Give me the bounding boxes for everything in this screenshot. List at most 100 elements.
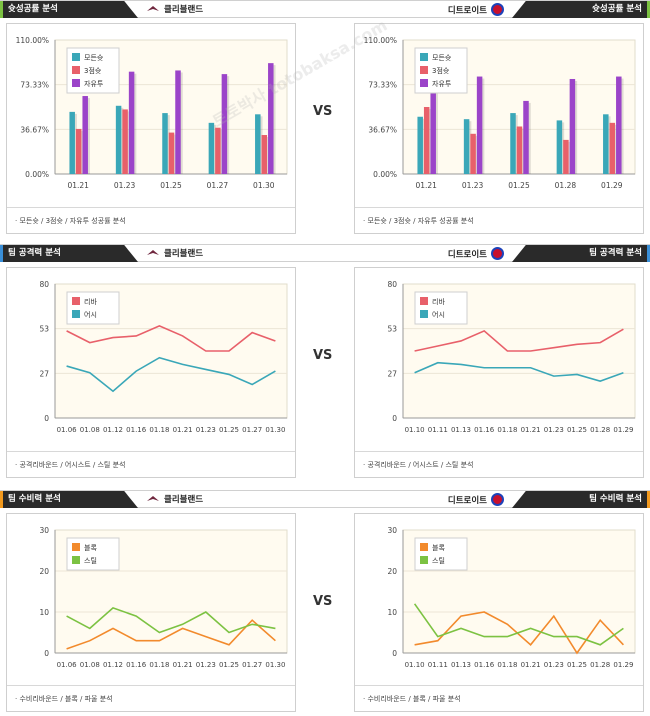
- shooting-footer-right: · 모든슛 / 3점슛 / 자유투 성공률 분석: [355, 207, 643, 233]
- legend-swatch: [420, 310, 428, 318]
- legend-box: [414, 291, 468, 325]
- y-tick-label: 53: [387, 325, 397, 334]
- offense-panel-left: 80 53 27 0 01.06 01.08 01.12 01.16 01.18 01.21 01.…: [6, 267, 296, 478]
- x-tick-label: 01.25: [567, 661, 587, 669]
- team-left-label: 클리블랜드: [146, 493, 203, 505]
- bar: [162, 113, 168, 174]
- y-tick-label: 10: [387, 608, 397, 617]
- defense-section: 팀 수비력 분석 클리블랜드 디트로이트 팀 수비력 분석 30 20 10 0 01.…: [0, 490, 650, 716]
- bar: [603, 114, 609, 174]
- legend-swatch: [420, 79, 428, 87]
- y-tick-label: 80: [387, 280, 397, 289]
- x-tick-label: 01.23: [544, 661, 564, 669]
- bar: [255, 114, 261, 174]
- team-left-name: 클리블랜드: [164, 5, 204, 15]
- vs-label: VS: [313, 594, 333, 609]
- shooting-header: 슛성공률 분석 클리블랜드 디트로이트 슛성공률 분석: [0, 0, 650, 18]
- bar: [268, 63, 274, 174]
- bar: [115, 105, 122, 174]
- cavaliers-logo-icon: [147, 250, 159, 255]
- y-tick-label: 0: [44, 649, 49, 658]
- x-tick-label: 01.27: [242, 661, 262, 669]
- bar: [430, 74, 436, 174]
- y-tick-label: 0.00%: [25, 170, 49, 179]
- legend-box: [66, 537, 120, 571]
- legend-box: [414, 537, 468, 571]
- x-tick-label: 01.25: [219, 426, 239, 434]
- team-right-label: 디트로이트: [448, 247, 504, 260]
- x-tick-label: 01.27: [242, 426, 262, 434]
- legend-swatch: [420, 53, 428, 61]
- y-tick-label: 20: [39, 567, 49, 576]
- team-right-name: 디트로이트: [447, 495, 487, 506]
- x-tick-label: 01.30: [253, 181, 275, 190]
- legend-swatch: [72, 53, 80, 61]
- bar: [463, 119, 470, 174]
- series-line: [413, 603, 624, 646]
- legend-label: 스틸: [432, 557, 445, 565]
- x-tick-label: 01.29: [613, 426, 633, 434]
- y-tick-label: 53: [39, 325, 49, 334]
- legend-swatch: [72, 556, 80, 564]
- x-tick-label: 01.25: [219, 661, 239, 669]
- legend-label: 블록: [84, 543, 97, 552]
- x-tick-label: 01.08: [80, 426, 100, 434]
- x-tick-label: 01.06: [57, 426, 78, 434]
- y-tick-label: 30: [387, 526, 397, 535]
- y-tick-label: 30: [39, 526, 49, 535]
- x-tick-label: 01.10: [405, 661, 425, 669]
- legend-swatch: [420, 297, 428, 305]
- offense-header: 팀 공격력 분석 클리블랜드 디트로이트 팀 공격력 분석: [0, 244, 650, 262]
- x-tick-label: 01.12: [103, 426, 123, 434]
- series-line: [66, 325, 276, 352]
- vs-label: VS: [313, 104, 333, 119]
- team-left-label: 클리블랜드: [146, 3, 203, 15]
- x-tick-label: 01.25: [567, 426, 587, 434]
- legend-label: 어시: [432, 310, 445, 319]
- x-tick-label: 01.10: [405, 426, 425, 434]
- team-right-label: 디트로이트: [448, 3, 504, 16]
- x-tick-label: 01.29: [613, 661, 633, 669]
- bar: [556, 120, 563, 174]
- x-tick-label: 01.18: [497, 661, 517, 669]
- y-tick-label: 0: [392, 414, 397, 423]
- x-tick-label: 01.18: [497, 426, 517, 434]
- x-tick-label: 01.29: [601, 181, 623, 190]
- defense-footer-left: · 수비리바운드 / 블록 / 파울 분석: [7, 685, 295, 711]
- defense-panel-left: 30 20 10 0 01.06 01.08 01.12 01.16 01.18 01.21 01.…: [6, 513, 296, 712]
- x-tick-label: 01.16: [474, 426, 495, 434]
- team-left-name: 클리블랜드: [164, 249, 204, 259]
- legend-swatch: [72, 310, 80, 318]
- legend-swatch: [72, 297, 80, 305]
- pistons-logo-icon: [491, 3, 504, 16]
- x-tick-label: 01.25: [508, 181, 530, 190]
- x-tick-label: 01.08: [80, 661, 100, 669]
- legend-label: 블록: [432, 543, 445, 552]
- x-tick-label: 01.28: [590, 661, 610, 669]
- legend-label: 어시: [84, 310, 97, 319]
- cavaliers-logo-icon: [147, 6, 159, 11]
- shooting-title-right: 슛성공률 분석: [512, 1, 650, 18]
- bar: [221, 74, 228, 174]
- bar: [122, 109, 128, 174]
- defense-title-left: 팀 수비력 분석: [0, 491, 138, 508]
- x-tick-label: 01.28: [555, 181, 577, 190]
- bar: [128, 71, 135, 174]
- x-tick-label: 01.25: [160, 181, 182, 190]
- bar: [175, 70, 181, 174]
- shooting-title-left: 슛성공률 분석: [0, 1, 138, 18]
- y-tick-label: 20: [387, 567, 397, 576]
- x-tick-label: 01.23: [544, 426, 564, 434]
- series-line: [66, 606, 276, 634]
- bar: [417, 116, 423, 174]
- y-tick-label: 36.67%: [20, 125, 49, 134]
- x-tick-label: 01.28: [590, 426, 610, 434]
- legend-label: 3점슛: [432, 67, 450, 75]
- bar: [470, 133, 476, 174]
- x-tick-label: 01.21: [415, 181, 437, 190]
- legend-swatch: [72, 543, 80, 551]
- team-right-name: 디트로이트: [447, 5, 487, 16]
- x-tick-label: 01.23: [196, 661, 216, 669]
- bar: [75, 128, 82, 174]
